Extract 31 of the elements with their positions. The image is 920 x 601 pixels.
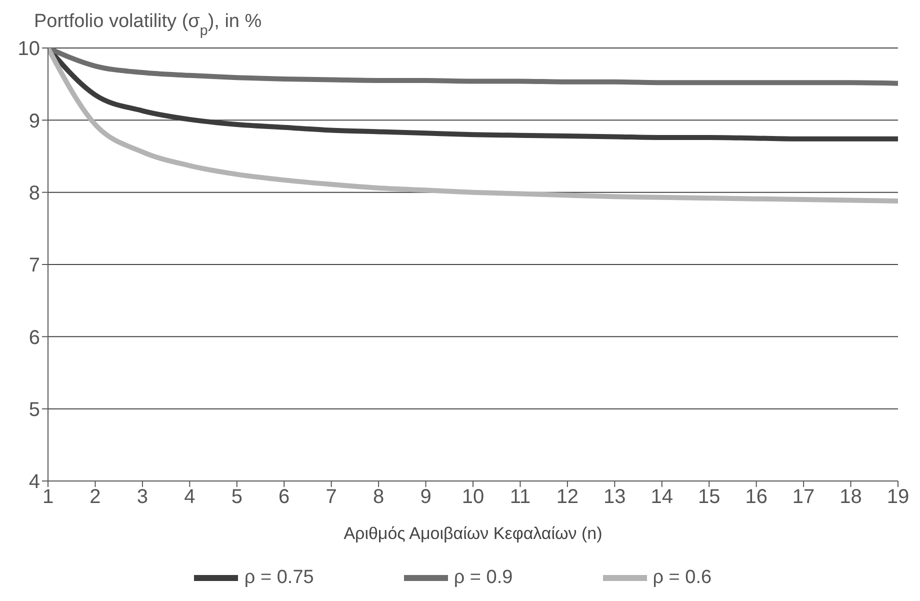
x-tick-label: 13 [604,486,626,508]
x-tick-label: 10 [462,486,484,508]
x-axis-title: Αριθμός Αμοιβαίων Κεφαλαίων (n) [344,524,602,543]
legend-label: ρ = 0.6 [652,567,712,589]
x-tick-label: 15 [698,486,720,508]
x-tick-label: 6 [278,486,290,508]
x-tick-label: 18 [840,486,862,508]
y-tick-label: 4 [28,471,40,494]
y-tick-label: 7 [28,254,40,277]
y-axis-title: Portfolio volatility (σ$_{p}$), in % [34,11,262,39]
x-tick-label: 19 [886,486,910,508]
legend-label: ρ = 0.75 [244,567,314,589]
x-tick-label: 2 [90,486,101,508]
x-tick-label: 12 [556,486,579,508]
x-tick-label: 11 [510,486,531,508]
x-tick-label: 16 [745,486,768,508]
x-tick-label: 5 [231,486,242,508]
y-tick-label: 9 [28,110,40,132]
x-tick-label: 1 [42,486,54,508]
x-tick-label: 17 [792,486,815,508]
y-tick-label: 10 [18,38,40,60]
y-tick-label: 8 [28,182,40,204]
y-tick-label: 6 [28,326,40,349]
legend-label: ρ = 0.9 [454,567,513,589]
x-tick-label: 9 [420,486,432,508]
x-tick-label: 14 [650,486,674,508]
x-tick-label: 7 [326,486,337,508]
y-tick-label: 5 [28,398,40,421]
x-tick-label: 3 [136,486,148,508]
x-tick-label: 4 [184,486,196,508]
x-tick-label: 8 [372,486,384,508]
